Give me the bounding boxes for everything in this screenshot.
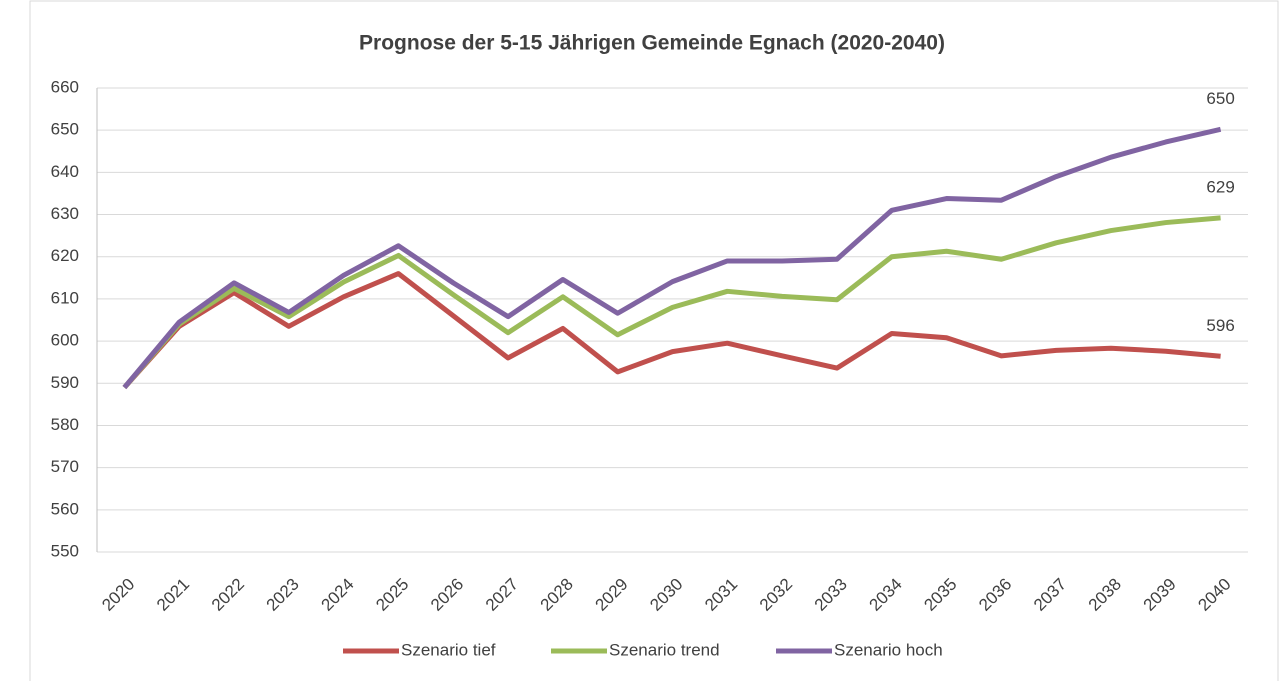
y-tick-label: 630 (51, 204, 79, 223)
series-line (122, 271, 1221, 390)
y-tick-label: 550 (51, 541, 79, 560)
data-label: 629 (1206, 177, 1234, 196)
y-tick-label: 590 (51, 373, 79, 392)
y-tick-label: 560 (51, 499, 79, 518)
legend-label: Szenario hoch (834, 640, 943, 659)
data-label: 596 (1206, 316, 1234, 335)
y-tick-label: 600 (51, 331, 79, 350)
y-tick-label: 570 (51, 457, 79, 476)
y-tick-label: 650 (51, 120, 79, 139)
series-line (122, 126, 1222, 390)
y-tick-label: 580 (51, 415, 79, 434)
data-label: 650 (1206, 89, 1234, 108)
legend-label: Szenario trend (609, 640, 720, 659)
y-tick-label: 610 (51, 288, 79, 307)
series-line (122, 215, 1221, 390)
y-tick-label: 640 (51, 162, 79, 181)
legend-label: Szenario tief (401, 640, 496, 659)
y-tick-label: 660 (51, 77, 79, 96)
chart-title: Prognose der 5-15 Jährigen Gemeinde Egna… (359, 32, 945, 55)
y-tick-label: 620 (51, 246, 79, 265)
